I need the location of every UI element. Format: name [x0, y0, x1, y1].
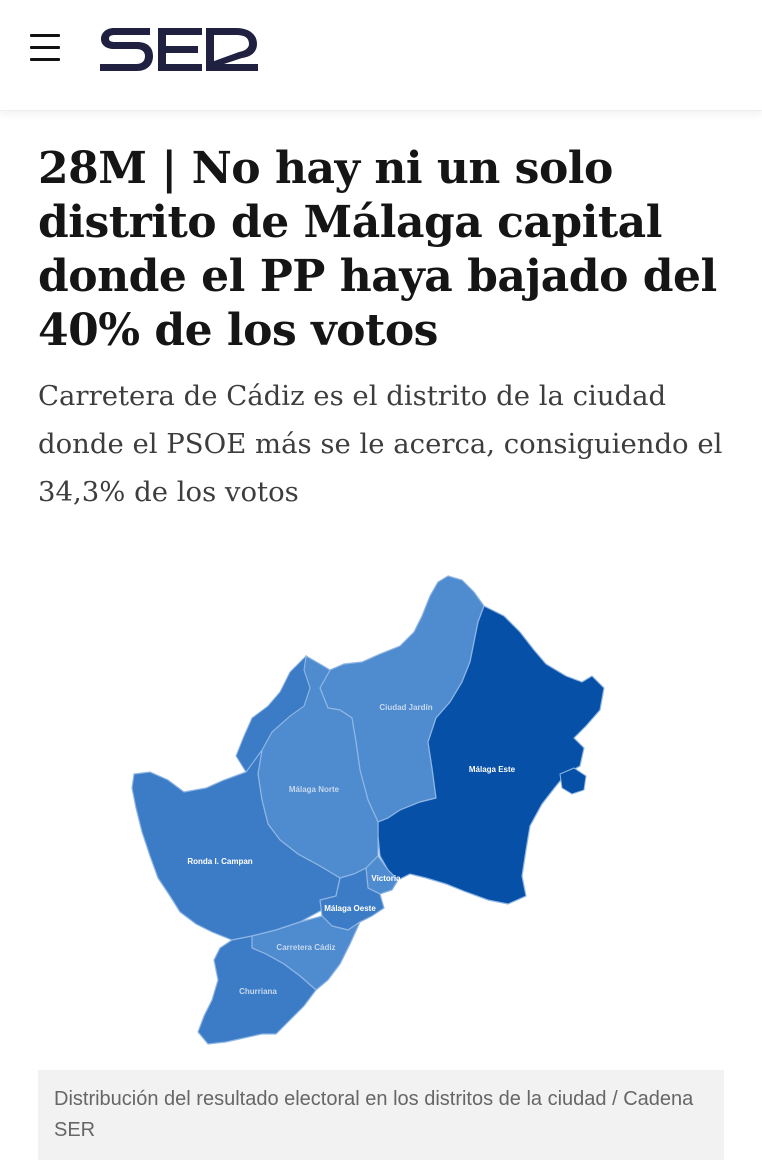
site-header: [0, 0, 762, 111]
hamburger-menu-icon[interactable]: [28, 30, 64, 66]
district-churriana[interactable]: [197, 935, 317, 1045]
district-malaga-este[interactable]: [377, 605, 605, 905]
label-malaga-oeste: Málaga Oeste: [324, 904, 376, 913]
ser-logo-graphic: [100, 28, 258, 71]
malaga-district-map: Ciudad Jardín Málaga Norte Málaga Este R…: [131, 575, 605, 1045]
district-map: Ciudad Jardín Málaga Norte Málaga Este R…: [0, 560, 762, 1060]
image-caption: Distribución del resultado electoral en …: [38, 1070, 724, 1160]
article-subtitle: Carretera de Cádiz es el distrito de la …: [38, 380, 723, 508]
district-malaga-este-islet: [559, 767, 587, 795]
article-headline: 28M | No hay ni un solo distrito de Mála…: [38, 143, 717, 356]
label-carretera-cadiz: Carretera Cádiz: [276, 943, 335, 952]
district-ronda-upper: [235, 654, 311, 773]
label-malaga-norte: Málaga Norte: [289, 785, 340, 794]
label-ciudad-jardin: Ciudad Jardín: [379, 703, 432, 712]
label-victoria: Victoria: [371, 874, 401, 883]
label-churriana: Churriana: [239, 987, 277, 996]
label-malaga-este: Málaga Este: [469, 765, 516, 774]
label-ronda-campan: Ronda I. Campan: [187, 857, 252, 866]
ser-logo[interactable]: [98, 24, 260, 74]
